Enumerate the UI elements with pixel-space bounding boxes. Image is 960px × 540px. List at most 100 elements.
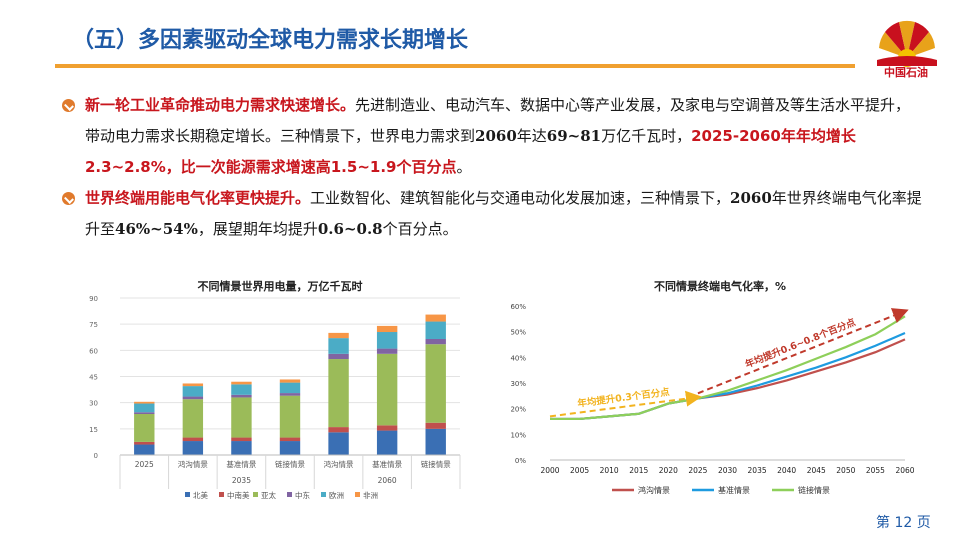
- bullet-bold: 0.6~0.8: [317, 220, 383, 238]
- bullet-tail: 。: [456, 158, 472, 176]
- bar-segment: [182, 399, 204, 438]
- bar-segment: [231, 384, 252, 395]
- y-tick-label: 90: [89, 295, 98, 303]
- bullet-body: 年达: [516, 127, 547, 145]
- x-tick-label: 基准情景: [372, 459, 402, 469]
- x-tick-label: 2000: [540, 466, 559, 475]
- legend-label: 中东: [295, 490, 310, 500]
- x-group-label: 2035: [232, 476, 251, 485]
- trend-arrow: [697, 308, 909, 395]
- y-tick-label: 10%: [510, 431, 526, 439]
- bar-segment: [182, 383, 204, 387]
- page-title: （五）多因素驱动全球电力需求长期增长: [72, 28, 469, 53]
- bar-segment: [376, 425, 398, 431]
- x-tick-label: 链接情景: [275, 459, 305, 469]
- bar-segment: [134, 412, 155, 415]
- bar-segment: [279, 395, 301, 438]
- bar-segment: [231, 397, 252, 438]
- bullet-text: 新一轮工业革命推动电力需求快速增长。先进制造业、电动汽车、数据中心等产业发展，及…: [85, 90, 924, 183]
- legend-label: 非洲: [363, 490, 378, 500]
- bullet-item-electricity-demand: 新一轮工业革命推动电力需求快速增长。先进制造业、电动汽车、数据中心等产业发展，及…: [62, 90, 924, 183]
- bar-segment: [328, 338, 349, 354]
- petrochina-logo-icon: [877, 20, 937, 67]
- y-tick-label: 60: [89, 347, 98, 355]
- y-tick-label: 60%: [510, 303, 526, 311]
- bar-segment: [279, 393, 301, 396]
- y-tick-label: 40%: [510, 354, 526, 362]
- bar-segment: [328, 427, 349, 433]
- x-group-label: 2060: [378, 476, 397, 485]
- bullet-highlight: 2025-2060年年均增长2.3~2.8%，比一次能源需求增速高1.5~1.9…: [85, 127, 856, 176]
- y-tick-label: 0: [94, 452, 98, 460]
- x-tick-label: 2025: [688, 466, 707, 475]
- bar-segment: [425, 344, 446, 423]
- bar-segment: [376, 325, 398, 333]
- y-tick-label: 30%: [510, 380, 526, 388]
- x-tick-label: 2045: [807, 466, 826, 475]
- y-tick-label: 15: [89, 426, 98, 434]
- legend-label: 欧洲: [329, 490, 344, 500]
- bar-segment: [328, 332, 349, 339]
- legend-swatch: [219, 492, 224, 497]
- x-tick-label: 2015: [629, 466, 648, 475]
- bar-segment: [328, 432, 349, 455]
- x-tick-label: 2050: [836, 466, 855, 475]
- x-tick-label: 2060: [895, 466, 914, 475]
- logo-text: 中国石油: [884, 66, 928, 79]
- legend-swatch: [253, 492, 258, 497]
- x-tick-label: 2010: [600, 466, 619, 475]
- y-tick-label: 45: [89, 374, 98, 382]
- bar-segment: [279, 437, 301, 442]
- bullet-lead: 新一轮工业革命推动电力需求快速增长。: [85, 96, 356, 114]
- legend-swatch: [185, 492, 190, 497]
- x-tick-label: 2035: [748, 466, 767, 475]
- bullet-list: 新一轮工业革命推动电力需求快速增长。先进制造业、电动汽车、数据中心等产业发展，及…: [62, 90, 924, 245]
- electrification-line-chart: 不同情景终端电气化率，% 0% 10% 20% 30% 40% 50% 60% 2000 200…: [510, 279, 914, 495]
- bar-segment: [231, 394, 252, 398]
- x-tick-label: 2020: [659, 466, 678, 475]
- series-line: [550, 315, 906, 421]
- y-tick-label: 50%: [510, 329, 526, 337]
- bullet-lead: 世界终端用能电气化率更快提升。: [85, 189, 311, 207]
- bar-segment: [376, 353, 398, 426]
- x-tick-label: 2055: [866, 466, 885, 475]
- legend-swatch: [355, 492, 360, 497]
- bullet-item-electrification: 世界终端用能电气化率更快提升。工业数智化、建筑智能化与交通电动化发展加速，三种情…: [62, 183, 924, 245]
- bar-segment: [376, 430, 398, 455]
- x-tick-label: 2040: [777, 466, 796, 475]
- bar-segment: [376, 348, 398, 354]
- bar-segment: [425, 428, 446, 455]
- trend-annotation: 年均提升0.6~0.8个百分点: [743, 316, 857, 371]
- bar-segment: [231, 381, 252, 385]
- chart-title: 不同情景世界用电量，万亿千瓦时: [198, 279, 363, 293]
- x-tick-label: 链接情景: [421, 459, 451, 469]
- bullet-check-icon: [62, 192, 75, 205]
- bar-segment: [134, 403, 155, 413]
- bullet-bold: 2060: [475, 127, 517, 145]
- bullet-body: 先进制造业、电动汽车、数据中心等产业发展，及家电与空调普及等生活水平提升，带动电…: [85, 96, 911, 145]
- bar-segment: [425, 338, 446, 345]
- bar-segment: [134, 414, 155, 442]
- bar-segment: [425, 314, 446, 322]
- bar-segment: [328, 353, 349, 360]
- bullet-bold: 69~81: [546, 127, 602, 145]
- legend-label: 中南美: [227, 490, 250, 500]
- legend-swatch: [287, 492, 292, 497]
- bar-segment: [182, 441, 204, 455]
- bar-segment: [182, 386, 204, 397]
- y-tick-label: 0%: [515, 457, 526, 465]
- legend-label: 基准情景: [718, 485, 750, 495]
- page-number: 第 12 页: [876, 515, 931, 531]
- bar-segment: [425, 321, 446, 339]
- bullet-check-icon: [62, 99, 75, 112]
- bar-segment: [182, 396, 204, 400]
- series-line: [550, 338, 906, 421]
- bar-segment: [328, 359, 349, 428]
- x-tick-label: 鸿沟情景: [178, 459, 208, 469]
- legend-label: 亚太: [261, 490, 276, 500]
- bullet-body: 年世界终端电气化率提升至: [85, 189, 922, 238]
- x-tick-label: 2025: [135, 460, 154, 469]
- bar-segment: [425, 422, 446, 429]
- bullet-tail: 个百分点。: [382, 220, 458, 238]
- bullet-text: 世界终端用能电气化率更快提升。工业数智化、建筑智能化与交通电动化发展加速，三种情…: [85, 183, 924, 245]
